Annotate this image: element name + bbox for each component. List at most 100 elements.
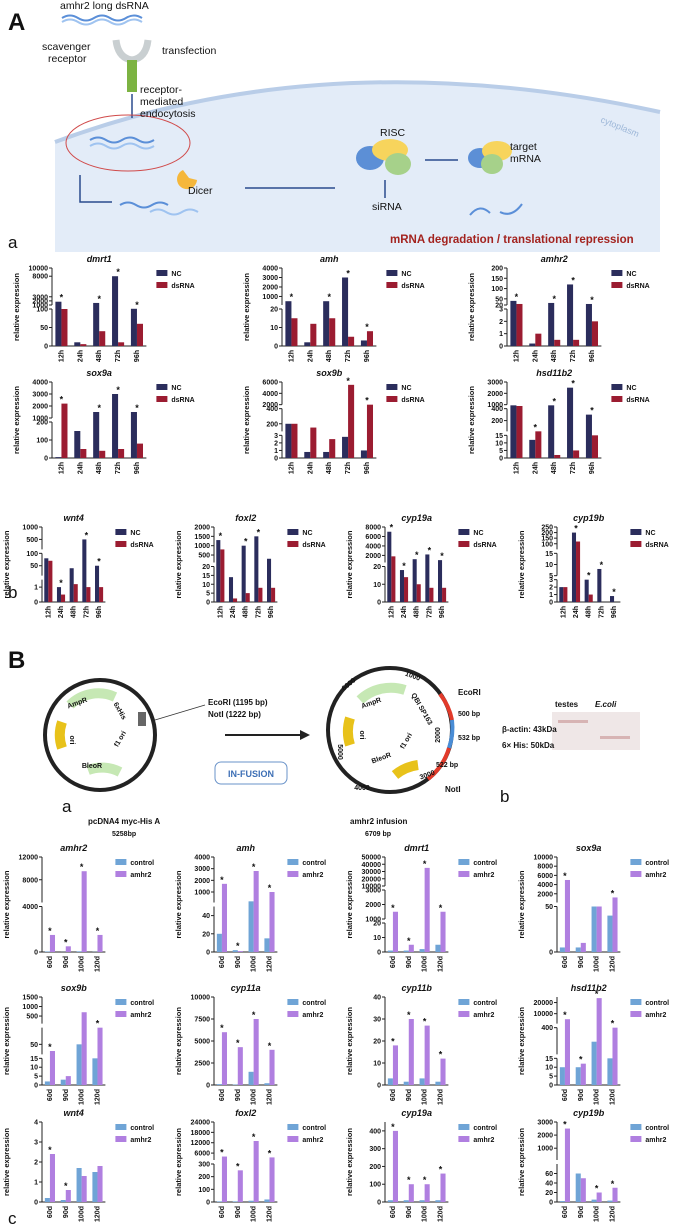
y-tick-label: 0 [206,600,210,607]
bar [310,427,317,458]
legend-label: NC [401,385,411,392]
chart-title: hsd11b2 [571,983,607,993]
bar [416,584,421,602]
y-tick-label: 0 [34,1083,38,1090]
legend-swatch [386,282,398,288]
legend-swatch [386,384,398,390]
y-tick-label: 1000 [194,890,210,897]
significance: * [268,1041,272,1051]
y-tick-label: 0 [44,456,48,463]
bar [559,1201,565,1202]
y-tick-label: 400 [541,1025,553,1032]
y-tick-label: 4000 [365,543,381,550]
legend-label: amhr2 [302,1012,323,1019]
y-tick-label: 100 [36,438,48,445]
label: 532 bp [458,735,480,742]
y-tick-label: 4000 [537,882,553,889]
y-tick-label: 6000 [537,873,553,880]
bar [438,560,443,602]
bar [264,938,270,952]
y-tick-label: 12000 [191,1140,211,1147]
y-tick-label: 1000 [365,917,381,924]
x-tick-label: 120d [266,1089,273,1105]
y-tick-label: 0 [44,344,48,351]
x-tick-label: 60d [47,1089,54,1101]
significance: * [515,292,519,302]
significance: * [587,571,591,581]
y-axis-label: relative expression [12,386,21,454]
sirna [119,201,169,209]
bar [55,301,62,346]
bar [424,867,430,952]
bar [93,412,100,458]
label: 5000 [336,744,343,760]
bar [269,892,275,952]
significance: * [252,862,256,872]
x-tick-label: 120d [437,1206,444,1222]
legend-label: amhr2 [645,1012,666,1019]
y-tick-label: 2 [549,585,553,592]
bar [44,951,50,952]
y-axis-label: relative expression [174,1128,183,1196]
significance: * [391,1122,395,1132]
bar [65,1076,71,1085]
significance: * [571,275,575,285]
x-tick-label: 96h [268,606,275,618]
y-tick-label: 200 [198,1174,210,1181]
x-tick-label: 100d [594,956,601,972]
bar [535,431,542,458]
bar [419,1200,425,1202]
legend-label: NC [626,271,636,278]
bar [554,454,561,458]
y-tick-label: 2000 [365,553,381,560]
label: BleoR [82,763,102,770]
label: b [8,583,17,602]
bar [253,871,259,952]
legend-label: dsRNA [171,397,194,404]
chart-title: sox9a [86,368,112,378]
bar [360,340,367,346]
bar [49,1154,55,1202]
bar [573,450,580,458]
y-tick-label: 3 [549,577,553,584]
legend-label: amhr2 [645,872,666,879]
significance: * [290,292,294,302]
label: transfection [162,45,216,57]
significance: * [423,859,427,869]
y-tick-label: 0 [499,456,503,463]
label: ori [358,731,365,740]
y-tick-label: 3000 [194,866,210,873]
bar [575,1173,581,1202]
legend-swatch [287,1124,299,1130]
y-tick-label: 100 [36,307,48,314]
chart-title: cyp19b [573,513,605,523]
y-tick-label: 40 [202,913,210,920]
bar [348,336,355,346]
bar [535,333,542,346]
y-tick-label: 400 [491,406,503,413]
bar [563,587,568,602]
legend-swatch [611,384,623,390]
bar [392,1130,398,1202]
bar [440,1173,446,1202]
bar [591,1199,597,1202]
legend-swatch [287,1136,299,1142]
x-tick-label: 48h [414,606,421,618]
bar [576,541,581,602]
legend-label: amhr2 [302,872,323,879]
legend-swatch [115,541,127,547]
bar [342,436,349,458]
infusion-box [214,761,288,785]
x-tick-label: 60d [390,1089,397,1101]
y-tick-label: 0 [377,1083,381,1090]
y-tick-label: 300 [369,1146,381,1153]
bar [221,1032,227,1085]
bar [575,947,581,952]
bar [291,423,298,458]
x-tick-label: 60d [219,956,226,968]
legend-swatch [156,396,168,402]
chart-title: foxl2 [235,1108,256,1118]
y-tick-label: 1500 [22,995,38,1002]
significance: * [346,376,350,386]
legend-label: amhr2 [130,872,151,879]
